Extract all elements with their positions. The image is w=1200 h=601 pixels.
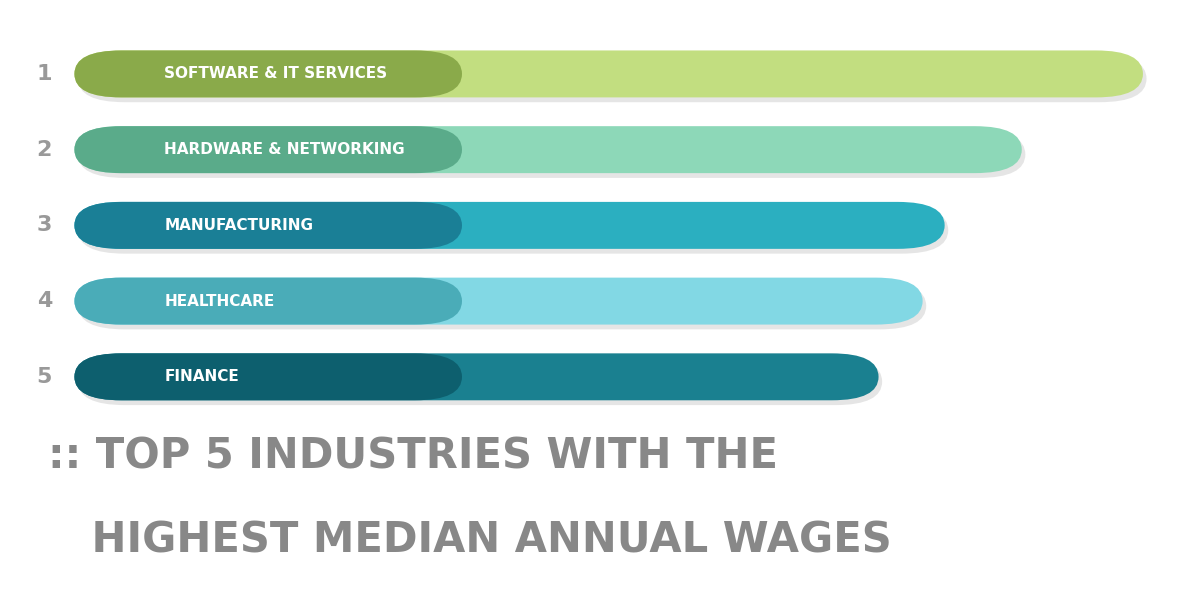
FancyBboxPatch shape xyxy=(78,131,1025,178)
FancyBboxPatch shape xyxy=(74,202,462,249)
Text: HIGHEST MEDIAN ANNUAL WAGES: HIGHEST MEDIAN ANNUAL WAGES xyxy=(48,520,892,562)
FancyBboxPatch shape xyxy=(78,55,1146,102)
FancyBboxPatch shape xyxy=(74,353,462,400)
Text: 1: 1 xyxy=(37,64,52,84)
FancyBboxPatch shape xyxy=(74,126,1021,173)
FancyBboxPatch shape xyxy=(74,278,923,325)
FancyBboxPatch shape xyxy=(74,353,878,400)
FancyBboxPatch shape xyxy=(74,50,462,97)
FancyBboxPatch shape xyxy=(78,282,926,329)
Text: HARDWARE & NETWORKING: HARDWARE & NETWORKING xyxy=(164,142,406,157)
Text: 5: 5 xyxy=(37,367,52,387)
Text: HEALTHCARE: HEALTHCARE xyxy=(164,294,275,308)
FancyBboxPatch shape xyxy=(74,50,1142,97)
FancyBboxPatch shape xyxy=(74,126,462,173)
FancyBboxPatch shape xyxy=(74,278,462,325)
Text: :: TOP 5 INDUSTRIES WITH THE: :: TOP 5 INDUSTRIES WITH THE xyxy=(48,436,778,478)
Text: 3: 3 xyxy=(37,215,52,236)
FancyBboxPatch shape xyxy=(74,202,944,249)
FancyBboxPatch shape xyxy=(78,207,948,254)
Text: SOFTWARE & IT SERVICES: SOFTWARE & IT SERVICES xyxy=(164,67,388,81)
Text: MANUFACTURING: MANUFACTURING xyxy=(164,218,313,233)
Text: 2: 2 xyxy=(37,139,52,160)
FancyBboxPatch shape xyxy=(78,358,882,405)
Text: 4: 4 xyxy=(37,291,52,311)
Text: FINANCE: FINANCE xyxy=(164,370,239,384)
